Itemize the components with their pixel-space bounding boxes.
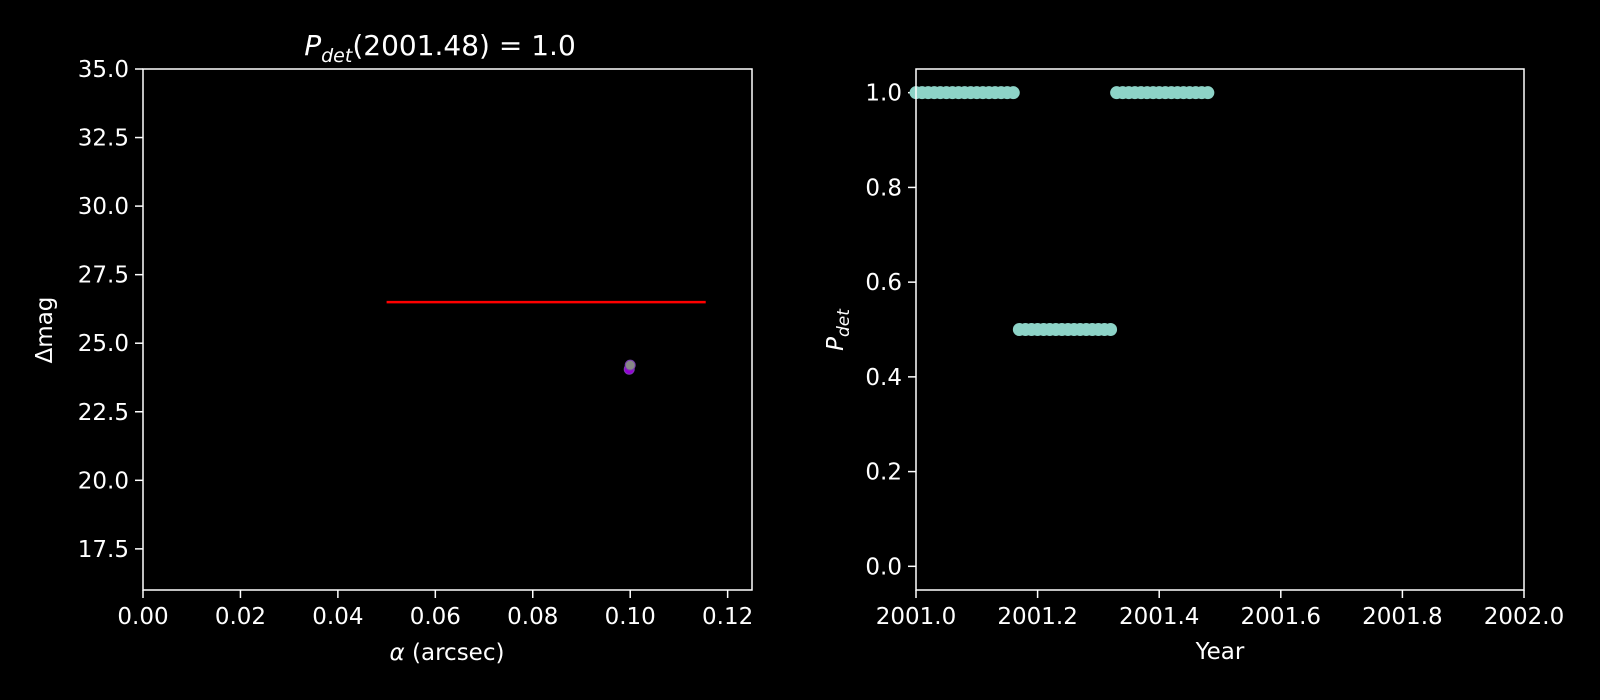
left-y-tick-label: 30.0 [78,194,129,220]
left-y-tick-label: 27.5 [78,263,129,289]
right-axes-frame [915,68,1525,591]
left-x-tick-label: 0.00 [117,604,168,630]
right-panel: 2001.0 2001.2 2001.4 2001.6 2001.8 2002.0 0.0 0… [823,68,1564,665]
right-x-tick-label: 2001.6 [1241,604,1321,630]
left-y-tick-label: 17.5 [78,537,129,563]
left-x-tick-label: 0.06 [410,604,461,630]
left-y-tick-label: 20.0 [78,468,129,494]
right-y-tick-label: 0.0 [865,554,902,580]
planet-point [624,359,636,371]
right-x-tick-label: 2001.4 [1119,604,1199,630]
left-axes-frame [142,68,753,591]
left-x-tick-label: 0.08 [507,604,558,630]
right-ticks: 2001.0 2001.2 2001.4 2001.6 2001.8 2002.0 0.0 0… [865,81,1564,630]
left-y-tick-label: 35.0 [78,57,129,83]
left-x-tick-label: 0.12 [702,604,753,630]
pdet-point [1006,86,1020,100]
left-x-tick-label: 0.02 [215,604,266,630]
left-x-axis-label: α (arcsec) [390,640,505,666]
left-y-tick-label: 32.5 [78,126,129,152]
pdet-point [1201,86,1215,100]
right-y-tick-label: 1.0 [865,81,902,107]
pdet-point [1104,323,1118,336]
left-ticks: 0.00 0.02 0.04 0.06 0.08 0.10 0.12 17.5 20.0 22.5… [78,57,753,630]
right-x-tick-label: 2002.0 [1484,604,1564,630]
right-y-tick-label: 0.4 [865,365,902,391]
right-x-tick-label: 2001.8 [1362,604,1442,630]
left-chart-title: Pdet(2001.48) = 1.0 [304,29,576,67]
right-y-axis-label: Pdet [823,308,854,351]
right-y-tick-label: 0.2 [865,460,902,486]
right-y-tick-label: 0.8 [865,175,902,201]
left-x-tick-label: 0.10 [605,604,656,630]
left-panel: Pdet(2001.48) = 1.0 0.00 0.02 0.04 0.06 0.08… [32,29,753,666]
left-y-axis-label: Δmag [32,297,58,364]
left-y-tick-label: 22.5 [78,400,129,426]
right-plot-area [909,86,1215,336]
right-x-tick-label: 2001.0 [876,604,956,630]
left-y-tick-label: 25.0 [78,331,129,357]
left-plot-area [386,300,706,375]
left-x-tick-label: 0.04 [312,604,363,630]
right-y-tick-label: 0.6 [865,270,902,296]
right-x-tick-label: 2001.2 [997,604,1077,630]
right-x-axis-label: Year [1195,639,1245,665]
